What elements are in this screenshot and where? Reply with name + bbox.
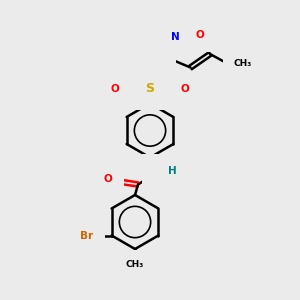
Text: S: S	[146, 82, 154, 95]
Text: H: H	[168, 166, 177, 176]
Text: H: H	[136, 67, 146, 77]
Text: O: O	[103, 173, 112, 184]
Text: CH₃: CH₃	[126, 260, 144, 269]
Text: O: O	[195, 29, 204, 40]
Text: N: N	[154, 67, 164, 77]
Text: Br: Br	[80, 230, 93, 241]
Text: O: O	[111, 83, 119, 94]
Text: CH₃: CH₃	[234, 58, 252, 68]
Text: N: N	[171, 32, 180, 43]
Text: N: N	[154, 166, 164, 176]
Text: O: O	[181, 83, 189, 94]
